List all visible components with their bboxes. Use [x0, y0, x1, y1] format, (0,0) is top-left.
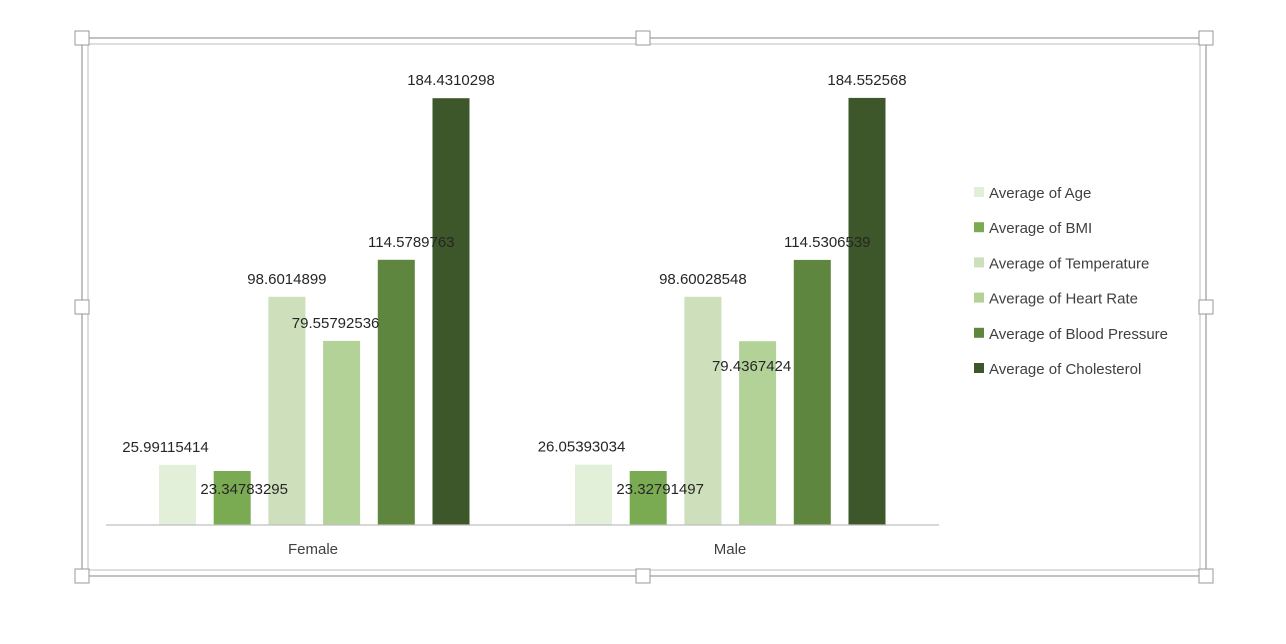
bar-male-3[interactable]: [739, 341, 777, 525]
legend-swatch: [974, 292, 984, 303]
data-label: 114.5306539: [784, 234, 870, 251]
data-label: 23.32791497: [616, 481, 704, 498]
data-label: 184.552568: [827, 72, 906, 89]
category-label-female: Female: [288, 541, 338, 558]
data-label: 114.5789763: [368, 234, 454, 251]
resize-handle-bottom-right[interactable]: [1198, 568, 1214, 584]
bar-male-2[interactable]: [684, 296, 722, 525]
data-label: 26.05393034: [538, 439, 626, 456]
legend-swatch: [974, 327, 984, 338]
category-label-male: Male: [714, 541, 747, 558]
bar-female-0[interactable]: [159, 464, 196, 525]
legend-label: Average of Blood Pressure: [989, 326, 1168, 343]
legend-label: Average of Heart Rate: [989, 291, 1138, 308]
legend-label: Average of Temperature: [989, 255, 1149, 272]
bar-male-0[interactable]: [575, 464, 612, 525]
legend: Average of Age Average of BMI Average of T…: [974, 185, 1168, 378]
category-labels-group: Female Male: [288, 541, 746, 558]
bar-female-2[interactable]: [268, 296, 306, 525]
data-labels-group: 25.99115414 23.34783295 98.6014899 79.55792…: [122, 72, 906, 498]
data-label: 79.4367424: [712, 358, 791, 375]
legend-label: Average of Cholesterol: [989, 361, 1141, 378]
data-label: 184.4310298: [407, 72, 495, 89]
legend-swatch: [974, 363, 984, 373]
resize-handle-middle-left[interactable]: [74, 299, 90, 315]
resize-handle-bottom-center[interactable]: [635, 568, 651, 584]
data-label: 25.99115414: [122, 439, 208, 456]
data-label: 23.34783295: [200, 481, 288, 498]
data-label: 79.55792536: [292, 315, 380, 332]
data-label: 98.6014899: [247, 271, 326, 288]
legend-swatch: [974, 257, 984, 268]
bar-female-1[interactable]: [213, 471, 251, 525]
resize-handle-top-right[interactable]: [1198, 30, 1214, 46]
bar-male-1[interactable]: [629, 471, 667, 525]
legend-label: Average of Age: [989, 185, 1091, 202]
resize-handle-middle-right[interactable]: [1198, 299, 1214, 315]
bar-male-5[interactable]: [848, 97, 886, 526]
resize-handle-bottom-left[interactable]: [74, 568, 90, 584]
bars-group: [159, 97, 886, 526]
legend-swatch: [974, 187, 984, 197]
data-label: 98.60028548: [659, 271, 747, 288]
resize-handle-top-left[interactable]: [74, 30, 90, 46]
legend-swatch: [974, 222, 984, 233]
bar-female-3[interactable]: [323, 340, 361, 525]
resize-handle-top-center[interactable]: [635, 30, 651, 46]
bar-female-4[interactable]: [377, 259, 415, 525]
resize-handles[interactable]: [74, 30, 1214, 584]
legend-label: Average of BMI: [989, 220, 1092, 237]
bar-male-4[interactable]: [793, 259, 831, 525]
bar-female-5[interactable]: [432, 98, 470, 525]
